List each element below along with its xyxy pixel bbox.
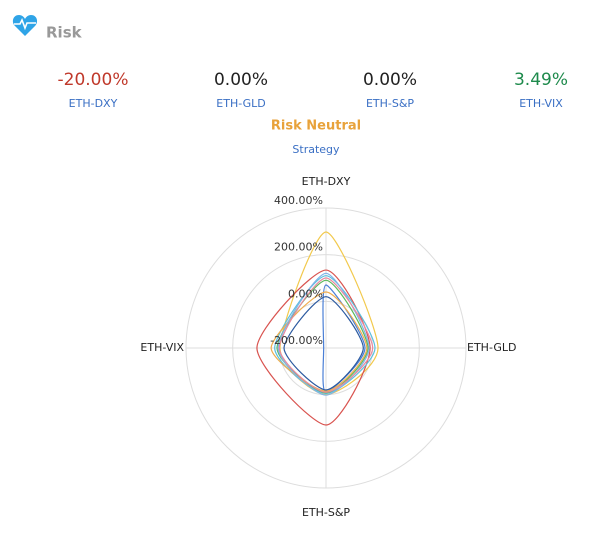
- panel-title: Risk: [46, 24, 83, 42]
- stat-label: ETH-GLD: [216, 97, 265, 110]
- series-line: [278, 277, 374, 393]
- r-tick-label: -200.00%: [270, 334, 323, 347]
- axis-label: ETH-DXY: [302, 175, 351, 188]
- axis-label: ETH-S&P: [302, 506, 350, 519]
- stat-label: ETH-VIX: [519, 97, 563, 110]
- r-tick-label: 200.00%: [274, 241, 323, 254]
- series-line: [270, 291, 368, 392]
- status-title: Risk Neutral: [271, 119, 361, 134]
- stat-label: ETH-S&P: [366, 97, 414, 110]
- stat-value: 3.49%: [514, 70, 568, 90]
- status-subtitle: Strategy: [292, 143, 340, 156]
- series-line: [274, 275, 376, 395]
- stat-label: ETH-DXY: [69, 97, 118, 110]
- stat-value: 0.00%: [363, 70, 417, 90]
- series-line: [277, 272, 370, 396]
- stat-value: 0.00%: [214, 70, 268, 90]
- r-tick-label: 400.00%: [274, 194, 323, 207]
- axis-label: ETH-GLD: [467, 341, 516, 354]
- heart-icon: [12, 15, 38, 36]
- r-tick-label: 0.00%: [288, 287, 323, 300]
- series-line: [283, 296, 364, 391]
- axis-label: ETH-VIX: [140, 341, 184, 354]
- stat-value: -20.00%: [58, 70, 129, 90]
